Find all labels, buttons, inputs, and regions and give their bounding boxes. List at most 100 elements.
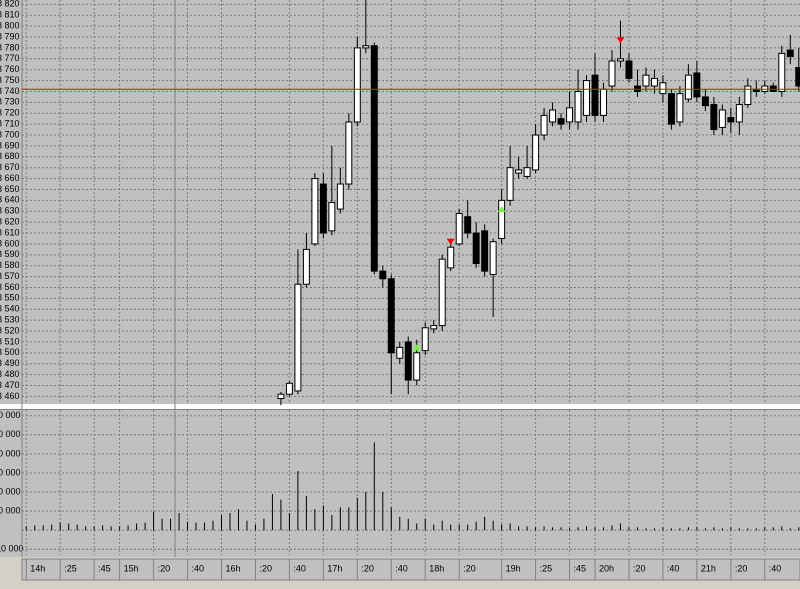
volume-tick-label: 60 000 — [0, 410, 21, 420]
y-tick-label: 3 680 — [0, 151, 20, 161]
candle-body — [498, 199, 506, 239]
candle-body — [370, 45, 378, 272]
y-tick-label: 3 510 — [0, 336, 20, 346]
volume-tick-label: 50 000 — [0, 429, 21, 439]
candle-body — [396, 346, 404, 359]
candle-body — [413, 352, 421, 381]
candle-body — [379, 270, 387, 280]
candle-body — [701, 96, 709, 107]
candle-body — [667, 93, 675, 125]
candle-body — [455, 212, 463, 245]
y-tick-label: 3 780 — [0, 42, 20, 52]
y-tick-label: 3 720 — [0, 108, 20, 118]
x-tick-label: 19h — [506, 563, 521, 573]
candle-body — [515, 169, 523, 174]
y-tick-label: 3 660 — [0, 173, 20, 183]
y-tick-label: 3 730 — [0, 97, 20, 107]
candle-body — [710, 104, 718, 131]
candle-body — [684, 74, 692, 100]
candle-body — [506, 167, 514, 201]
candle-body — [285, 382, 293, 395]
x-tick-label: :25 — [64, 563, 77, 573]
volume-tick-label: 30 000 — [0, 467, 21, 477]
y-tick-label: 3 460 — [0, 391, 20, 401]
candle-body — [693, 72, 701, 98]
time-axis-box — [21, 558, 800, 581]
y-tick-label: 3 750 — [0, 75, 20, 85]
y-tick-label: 3 610 — [0, 227, 20, 237]
candle-body — [294, 283, 302, 392]
candle-body — [387, 278, 395, 354]
x-tick-label: :20 — [463, 563, 476, 573]
y-tick-label: 3 550 — [0, 293, 20, 303]
signal-marker — [412, 344, 421, 351]
candle-body — [362, 45, 370, 49]
x-tick-label: :20 — [259, 563, 272, 573]
x-tick-label: :45 — [98, 563, 111, 573]
y-tick-label: 3 770 — [0, 53, 20, 63]
candle-body — [532, 134, 540, 171]
y-tick-label: 3 470 — [0, 380, 20, 390]
y-tick-label: 3 740 — [0, 86, 20, 96]
x-tick-label: 18h — [429, 563, 444, 573]
volume-tick-label: 20 000 — [0, 486, 21, 496]
y-tick-label: 3 620 — [0, 217, 20, 227]
candle-body — [786, 49, 794, 58]
y-tick-label: 3 670 — [0, 162, 20, 172]
candle-body — [727, 117, 735, 123]
candle-body — [472, 232, 480, 265]
y-tick-label: 3 560 — [0, 282, 20, 292]
candle-body — [438, 258, 446, 327]
y-tick-label: 3 480 — [0, 369, 20, 379]
y-tick-label: 3 530 — [0, 315, 20, 325]
x-tick-label: :40 — [395, 563, 408, 573]
signal-marker — [446, 238, 455, 245]
candle-body — [319, 183, 327, 234]
candle-body — [633, 85, 641, 92]
candle-body — [277, 393, 285, 400]
x-tick-label: 14h — [30, 563, 45, 573]
x-tick-label: :20 — [361, 563, 374, 573]
y-tick-label: 3 630 — [0, 206, 20, 216]
candle-body — [659, 82, 667, 95]
y-tick-label: 3 640 — [0, 195, 20, 205]
x-tick-label: :40 — [192, 563, 205, 573]
y-tick-label: 3 490 — [0, 358, 20, 368]
candle-body — [761, 85, 769, 92]
candle-body — [353, 47, 361, 123]
candle-body — [447, 246, 455, 269]
x-tick-label: :40 — [293, 563, 306, 573]
x-tick-label: 15h — [124, 563, 139, 573]
y-tick-label: 3 520 — [0, 325, 20, 335]
x-tick-label: :20 — [158, 563, 171, 573]
candle-body — [430, 325, 438, 330]
volume-tick-label: 10 000 — [0, 505, 21, 515]
x-tick-label: :40 — [769, 563, 782, 573]
candle-body — [625, 60, 633, 79]
candle-body — [311, 178, 319, 245]
x-tick-label: :20 — [633, 563, 646, 573]
x-tick-label: 16h — [225, 563, 240, 573]
candle-body — [744, 85, 752, 106]
candle-body — [591, 74, 599, 116]
y-tick-label: 3 580 — [0, 260, 20, 270]
candle-body — [302, 248, 310, 285]
candle-body — [608, 60, 616, 87]
y-tick-label: 3 600 — [0, 238, 20, 248]
candle-body — [617, 58, 624, 62]
candle-body — [566, 107, 574, 123]
y-tick-label: 3 760 — [0, 64, 20, 74]
y-tick-label: 3 500 — [0, 347, 20, 357]
x-tick-label: :25 — [540, 563, 553, 573]
candle-body — [583, 80, 590, 116]
x-tick-label: :40 — [667, 563, 680, 573]
x-tick-label: 20h — [599, 563, 614, 573]
candle-body — [557, 118, 565, 125]
y-tick-label: 3 650 — [0, 184, 20, 194]
x-tick-label: :20 — [735, 563, 748, 573]
y-tick-label: 3 820 — [0, 0, 20, 9]
x-tick-label: :45 — [574, 563, 587, 573]
x-tick-label: 17h — [327, 563, 342, 573]
candle-body — [718, 109, 726, 128]
